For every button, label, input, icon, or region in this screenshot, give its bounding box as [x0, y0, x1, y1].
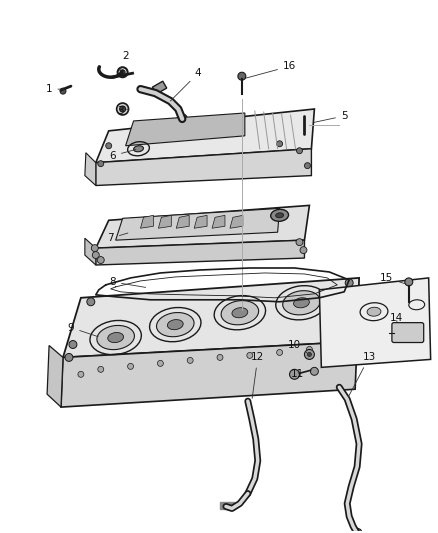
Text: 5: 5 — [314, 111, 347, 123]
Ellipse shape — [97, 326, 134, 350]
Circle shape — [117, 103, 129, 115]
Polygon shape — [159, 215, 171, 228]
Text: 13: 13 — [349, 352, 376, 397]
Circle shape — [345, 279, 353, 287]
Polygon shape — [96, 240, 304, 265]
Text: 2: 2 — [120, 51, 129, 71]
Circle shape — [304, 350, 314, 359]
Circle shape — [106, 143, 112, 149]
Circle shape — [349, 291, 357, 299]
Circle shape — [177, 114, 187, 124]
Polygon shape — [116, 208, 279, 240]
Text: 15: 15 — [380, 273, 406, 284]
Circle shape — [69, 341, 77, 349]
Ellipse shape — [293, 298, 309, 308]
Polygon shape — [96, 109, 314, 163]
Text: 16: 16 — [244, 61, 296, 78]
Ellipse shape — [232, 308, 248, 318]
Circle shape — [352, 528, 362, 533]
Bar — [220, 503, 234, 510]
Polygon shape — [96, 205, 309, 248]
Polygon shape — [61, 342, 357, 407]
Circle shape — [87, 298, 95, 306]
Polygon shape — [96, 149, 311, 185]
Polygon shape — [126, 113, 245, 146]
Circle shape — [238, 72, 246, 80]
Ellipse shape — [276, 213, 283, 218]
Bar — [152, 81, 167, 94]
Circle shape — [277, 350, 283, 356]
Text: 7: 7 — [107, 233, 128, 243]
Circle shape — [217, 354, 223, 360]
Polygon shape — [194, 215, 207, 228]
Polygon shape — [47, 345, 63, 407]
Polygon shape — [85, 153, 96, 185]
Circle shape — [97, 256, 104, 263]
Text: 11: 11 — [291, 369, 304, 379]
Circle shape — [60, 88, 66, 94]
Circle shape — [187, 358, 193, 364]
Polygon shape — [63, 278, 359, 358]
Ellipse shape — [367, 307, 381, 316]
Text: 1: 1 — [46, 84, 64, 94]
Circle shape — [300, 112, 308, 120]
Circle shape — [91, 245, 98, 252]
Circle shape — [157, 360, 163, 366]
Circle shape — [307, 346, 312, 352]
Circle shape — [78, 372, 84, 377]
Circle shape — [300, 247, 307, 254]
Circle shape — [290, 369, 300, 379]
Polygon shape — [212, 215, 225, 228]
Text: 12: 12 — [251, 352, 265, 398]
Circle shape — [405, 278, 413, 286]
Circle shape — [304, 163, 311, 168]
Ellipse shape — [108, 333, 124, 343]
Polygon shape — [85, 238, 96, 265]
Ellipse shape — [156, 312, 194, 337]
Polygon shape — [141, 215, 153, 228]
Circle shape — [98, 160, 104, 167]
Circle shape — [127, 364, 134, 369]
Ellipse shape — [283, 290, 320, 315]
Circle shape — [296, 239, 303, 246]
Circle shape — [336, 344, 342, 351]
Text: 3: 3 — [117, 106, 129, 116]
Circle shape — [349, 337, 357, 345]
Text: 9: 9 — [67, 322, 98, 337]
Ellipse shape — [221, 301, 258, 325]
FancyBboxPatch shape — [392, 322, 424, 343]
Ellipse shape — [167, 320, 183, 330]
Circle shape — [297, 148, 303, 154]
Polygon shape — [319, 278, 431, 367]
Circle shape — [307, 352, 311, 357]
Circle shape — [311, 367, 318, 375]
Text: 4: 4 — [170, 68, 201, 101]
Circle shape — [65, 353, 73, 361]
Text: 14: 14 — [390, 313, 403, 322]
Circle shape — [120, 70, 125, 75]
Circle shape — [98, 366, 104, 373]
Text: 10: 10 — [288, 340, 307, 353]
Circle shape — [277, 141, 283, 147]
Text: 8: 8 — [110, 277, 146, 287]
Circle shape — [247, 352, 253, 358]
Ellipse shape — [134, 146, 144, 152]
Text: 6: 6 — [110, 149, 136, 161]
Ellipse shape — [271, 209, 289, 221]
Circle shape — [120, 106, 126, 112]
Polygon shape — [230, 215, 243, 228]
Polygon shape — [176, 215, 189, 228]
Circle shape — [92, 252, 99, 259]
